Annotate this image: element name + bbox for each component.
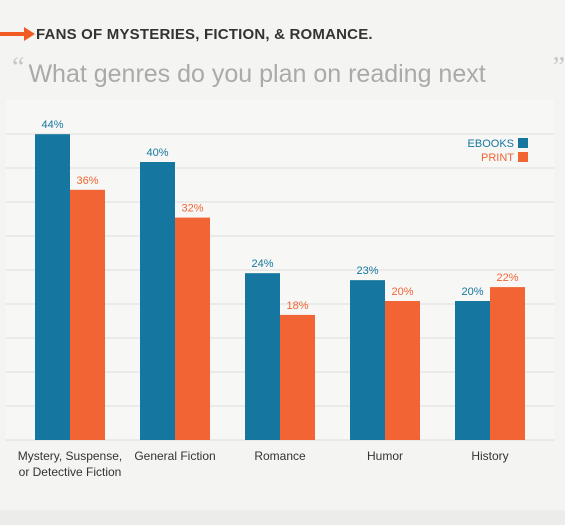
data-label: 18% (286, 300, 308, 312)
bar-print-2 (280, 314, 315, 440)
section-header: FANS OF MYSTERIES, FICTION, & ROMANCE. (0, 22, 373, 46)
bar-ebooks-0 (35, 134, 70, 440)
category-label: History (471, 449, 508, 463)
category-label: Humor (367, 449, 403, 463)
legend-label-ebooks: EBOOKS (468, 138, 514, 150)
bar-ebooks-4 (455, 301, 490, 440)
data-label: 32% (181, 203, 203, 215)
data-label: 22% (496, 272, 518, 284)
data-label: 36% (76, 175, 98, 187)
legend-swatch-ebooks (518, 138, 528, 148)
data-label: 23% (356, 265, 378, 277)
data-label: 44% (41, 119, 63, 131)
open-quote: “ (12, 52, 25, 83)
close-quote: ” (552, 52, 565, 83)
legend-label-print: PRINT (481, 152, 514, 164)
bar-print-1 (175, 217, 210, 440)
category-label: Romance (254, 449, 306, 463)
bar-print-0 (70, 189, 105, 440)
section-title: FANS OF MYSTERIES, FICTION, & ROMANCE. (36, 25, 373, 43)
category-label: or Detective Fiction (19, 465, 122, 479)
bar-ebooks-3 (350, 280, 385, 440)
data-label: 20% (391, 286, 413, 298)
data-label: 20% (461, 286, 483, 298)
bar-ebooks-2 (245, 273, 280, 440)
bar-print-3 (385, 301, 420, 440)
data-label: 24% (251, 258, 273, 270)
bar-ebooks-1 (140, 162, 175, 440)
arrow-right-icon (0, 27, 35, 41)
data-label: 40% (146, 147, 168, 159)
footer-band (0, 510, 565, 525)
category-label: General Fiction (134, 449, 215, 463)
bar-print-4 (490, 287, 525, 440)
legend-swatch-print (518, 152, 528, 162)
category-label: Mystery, Suspense, (18, 449, 122, 463)
